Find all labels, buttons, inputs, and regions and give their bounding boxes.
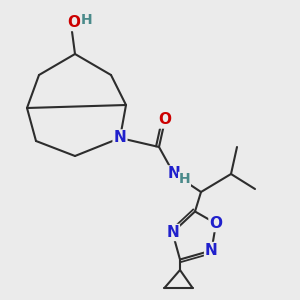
Text: O: O: [158, 112, 172, 128]
Text: N: N: [205, 243, 218, 258]
Text: N: N: [114, 130, 126, 146]
Text: H: H: [179, 172, 190, 186]
Text: O: O: [209, 216, 223, 231]
Text: H: H: [81, 13, 93, 26]
Text: O: O: [67, 15, 80, 30]
Text: N: N: [166, 225, 179, 240]
Text: N: N: [168, 167, 180, 182]
